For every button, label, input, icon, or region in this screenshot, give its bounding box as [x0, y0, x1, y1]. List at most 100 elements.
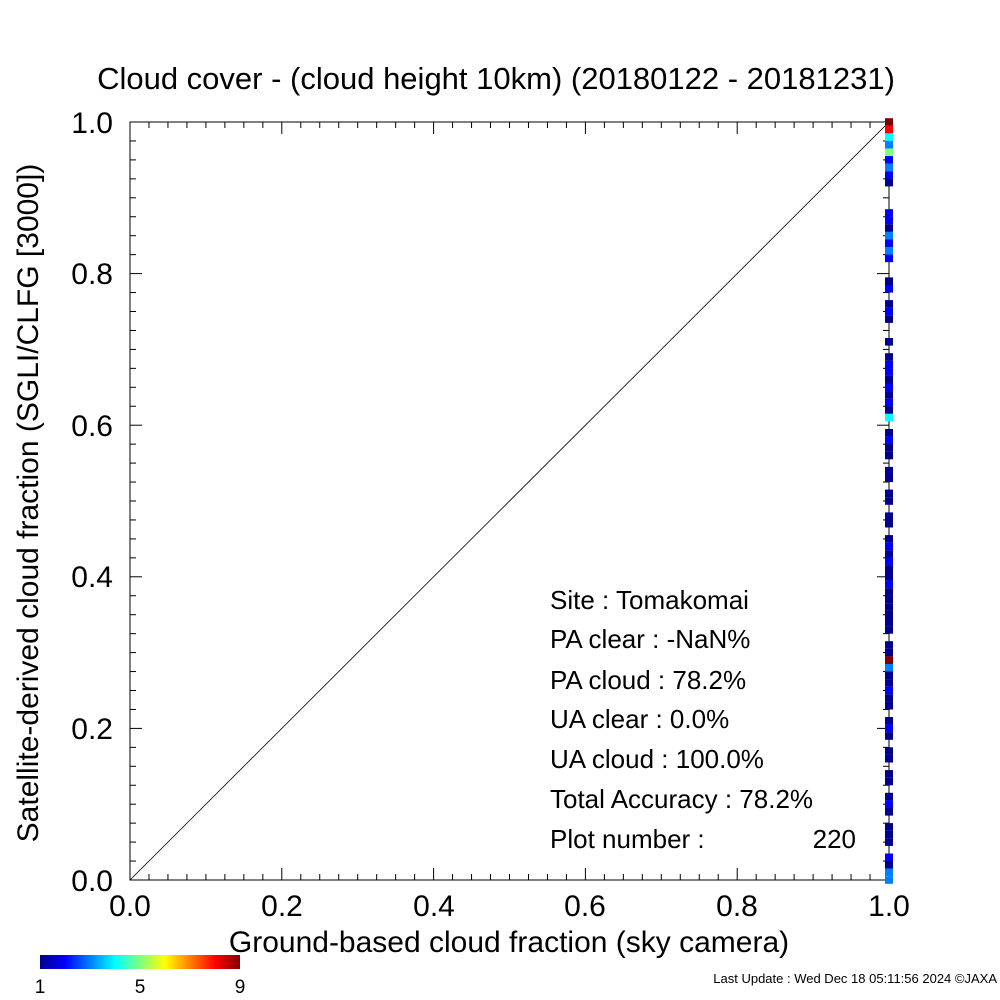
stat-total-accuracy: Total Accuracy : 78.2%: [550, 784, 813, 814]
data-cell: [885, 777, 893, 786]
data-cell: [885, 444, 893, 452]
colorbar: [40, 955, 240, 969]
data-cell: [885, 315, 893, 323]
data-cell: [885, 512, 893, 520]
data-cell: [885, 118, 893, 126]
x-tick-labels: 0.0 0.2 0.4 0.6 0.8 1.0: [109, 890, 910, 923]
y-tick-label: 0.0: [71, 865, 113, 898]
data-cell: [885, 648, 893, 657]
data-cell: [885, 338, 893, 346]
data-cell: [885, 588, 893, 596]
data-cell: [885, 254, 893, 263]
data-cell: [885, 573, 893, 581]
data-cell: [885, 686, 893, 695]
x-tick-label: 0.2: [261, 890, 303, 923]
one-to-one-line: [129, 121, 890, 881]
data-cell: [885, 140, 893, 149]
data-cell: [885, 732, 893, 740]
data-cell: [885, 754, 893, 763]
data-cell: [885, 391, 893, 399]
data-cell: [885, 413, 893, 422]
x-tick-label: 0.0: [109, 890, 151, 923]
data-cell: [885, 239, 893, 248]
colorbar-mid-label: 5: [135, 977, 146, 998]
data-cell: [885, 679, 893, 687]
data-cell: [885, 156, 893, 164]
data-cell: [885, 398, 893, 407]
data-cell: [885, 474, 893, 483]
x-tick-label: 1.0: [868, 890, 910, 923]
data-cell: [885, 133, 893, 141]
data-cell: [885, 542, 893, 551]
y-tick-label: 0.2: [71, 713, 113, 746]
data-cell: [885, 148, 893, 157]
x-axis-label: Ground-based cloud fraction (sky camera): [229, 926, 789, 959]
data-cell: [885, 595, 893, 604]
data-cell: [885, 353, 893, 361]
data-cell: [885, 656, 893, 664]
chart-title: Cloud cover - (cloud height 10km) (20180…: [97, 61, 895, 96]
data-cell: [885, 603, 893, 611]
y-tick-labels: 0.0 0.2 0.4 0.6 0.8 1.0: [71, 107, 113, 898]
stat-plot-number-value: 220: [813, 824, 856, 854]
stat-pa-clear: PA clear : -NaN%: [550, 624, 750, 654]
stat-site: Site : Tomakomai: [550, 585, 749, 615]
data-cell: [885, 285, 893, 293]
x-tick-label: 0.4: [413, 890, 455, 923]
data-cell: [885, 406, 893, 414]
data-cell: [885, 375, 893, 384]
data-cell: [885, 436, 893, 445]
stats-block: Site : Tomakomai PA clear : -NaN% PA clo…: [550, 585, 856, 854]
data-cell: [885, 277, 893, 285]
data-cell: [885, 610, 893, 619]
stat-ua-cloud: UA cloud : 100.0%: [550, 744, 764, 774]
data-cell: [885, 163, 893, 172]
y-tick-label: 0.4: [71, 561, 113, 594]
data-cell: [885, 231, 893, 240]
data-cell: [885, 535, 893, 543]
y-tick-label: 0.6: [71, 410, 113, 443]
data-cell: [885, 626, 893, 634]
y-tick-label: 0.8: [71, 258, 113, 291]
data-cell: [885, 209, 893, 217]
data-cell: [885, 224, 893, 232]
data-cell: [885, 861, 893, 869]
data-cell: [885, 557, 893, 566]
stat-ua-clear: UA clear : 0.0%: [550, 704, 729, 734]
colorbar-max-label: 9: [235, 977, 246, 998]
last-update-text: Last Update : Wed Dec 18 05:11:56 2024 ©…: [713, 971, 997, 986]
data-cell: [885, 466, 893, 475]
x-tick-label: 0.8: [716, 890, 758, 923]
data-cell: [885, 383, 893, 392]
data-cell: [885, 747, 893, 755]
data-cell: [885, 701, 893, 710]
data-cell: [885, 178, 893, 187]
data-cell: [885, 307, 893, 316]
data-cell: [885, 550, 893, 558]
data-cell: [885, 868, 893, 877]
data-cell: [885, 671, 893, 680]
data-cell: [885, 830, 893, 839]
data-cell: [885, 489, 893, 498]
data-cell: [885, 800, 893, 808]
x-tick-label: 0.6: [564, 890, 606, 923]
stat-pa-cloud: PA cloud : 78.2%: [550, 665, 746, 695]
data-cell: [885, 247, 893, 255]
y-tick-label: 1.0: [71, 107, 113, 140]
data-cell: [885, 171, 893, 179]
data-cell: [885, 368, 893, 376]
data-cell: [885, 360, 893, 369]
colorbar-min-label: 1: [35, 977, 46, 998]
data-cell: [885, 853, 893, 862]
stat-plot-number-label: Plot number :: [550, 824, 705, 854]
data-cell: [885, 565, 893, 573]
data-cell: [885, 519, 893, 528]
data-cell: [885, 823, 893, 831]
data-cell: [885, 618, 893, 627]
data-cell: [885, 770, 893, 778]
data-cell: [885, 216, 893, 225]
data-cell: [885, 451, 893, 460]
data-cell: [885, 694, 893, 702]
data-cell: [885, 664, 893, 672]
